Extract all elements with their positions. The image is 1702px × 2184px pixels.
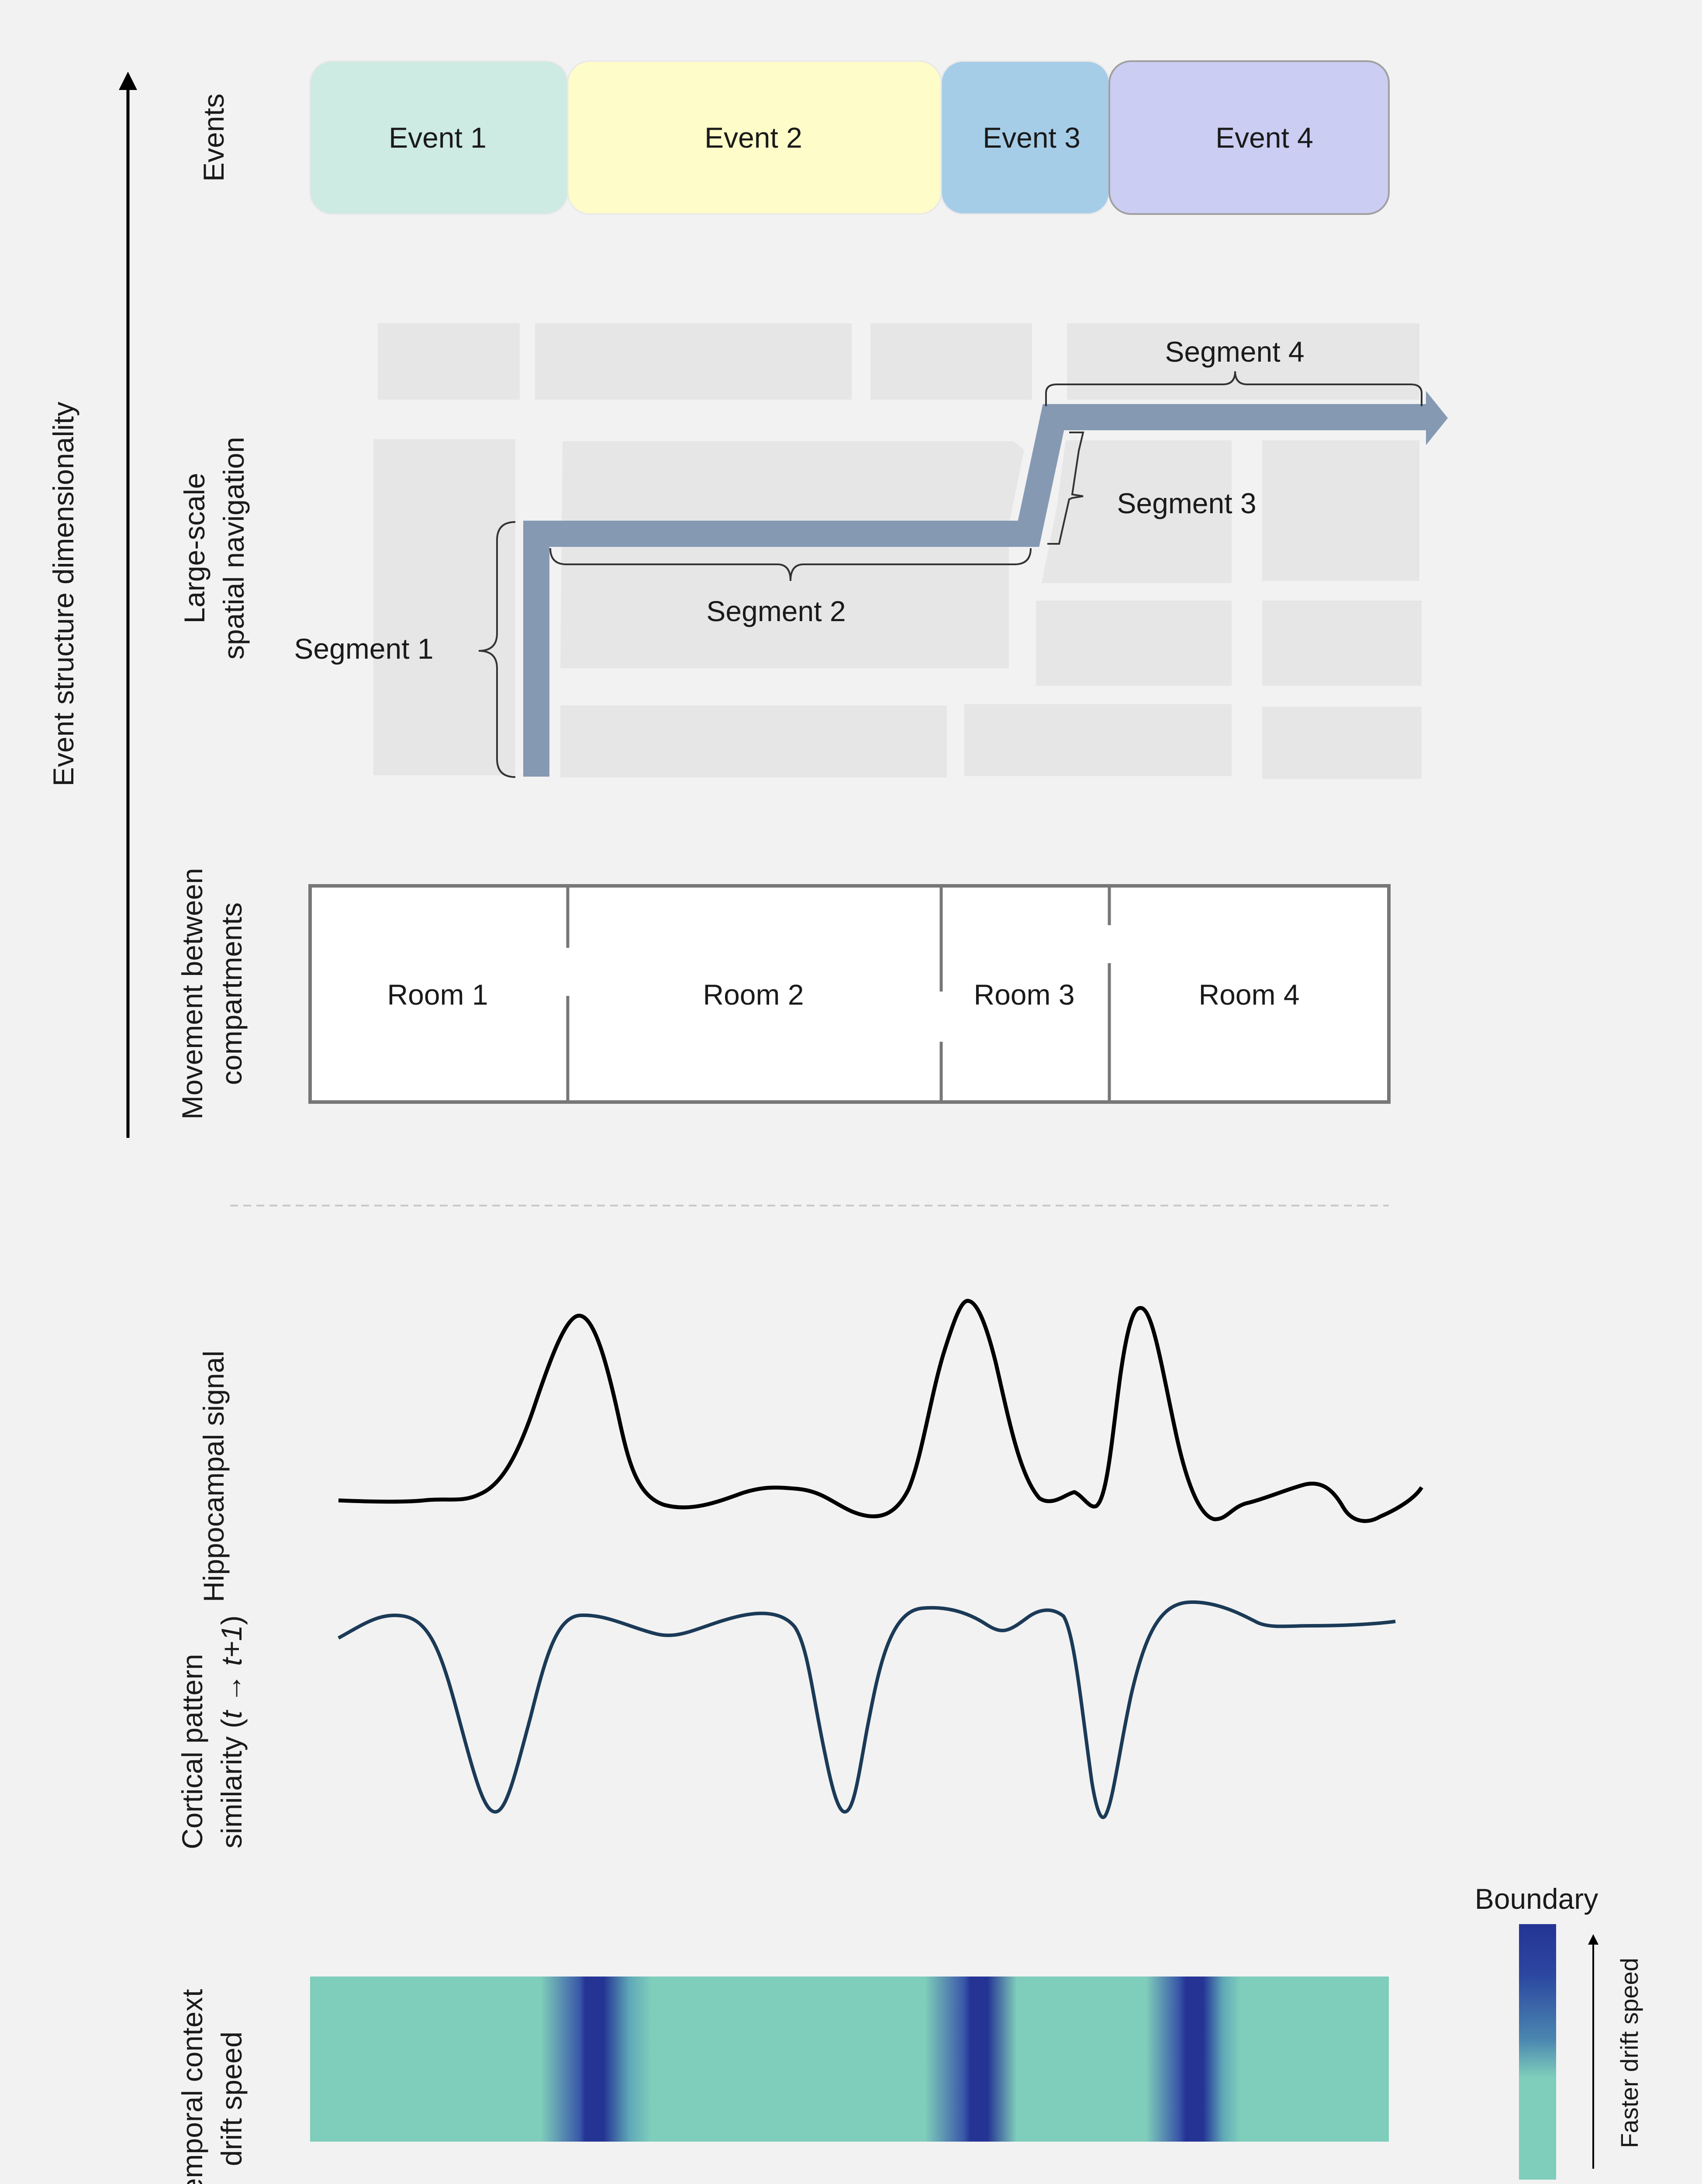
drift-speed-bar (310, 1977, 1389, 2142)
city-map: Segment 1 Segment 2 Segment 3 Segment 4 (294, 323, 1448, 779)
segment-2-brace (549, 548, 1032, 581)
row-label-drift-line1: Temporal context (176, 1989, 208, 2184)
row-label-drift: Temporal context drift speed (176, 1989, 248, 2184)
event-label-3: Event 3 (983, 121, 1081, 154)
events-row: Event 1 Event 2 Event 3 Event 4 (309, 60, 1390, 215)
city-block (560, 441, 1024, 668)
row-label-cortical-line2: similarity (t → t+1) (215, 1615, 248, 1849)
rooms-outline (308, 884, 1391, 1104)
room-label-1: Room 1 (387, 978, 488, 1011)
city-block (964, 704, 1232, 776)
legend-color-bar (1519, 1924, 1556, 2180)
segment-4-label: Segment 4 (1165, 335, 1304, 368)
segment-1-label: Segment 1 (294, 632, 433, 665)
drift-legend: Boundary Baseline Faster drift speed (1475, 1883, 1643, 2180)
row-label-cortical: Cortical pattern similarity (t → t+1) (176, 1615, 248, 1849)
city-block (1036, 601, 1232, 686)
row-label-spatial: Large-scale spatial navigation (178, 437, 250, 660)
event-box: Event 4 (1108, 60, 1390, 215)
cortical-similarity-line (338, 1600, 1396, 1819)
event-box-4 (1108, 60, 1390, 215)
row-label-spatial-line2: spatial navigation (217, 437, 250, 660)
event-label-4: Event 4 (1215, 121, 1313, 154)
dimensionality-axis-label: Event structure dimensionality (47, 402, 79, 786)
navigation-route (523, 404, 1428, 777)
legend-arrow-label: Faster drift speed (1616, 1958, 1643, 2148)
row-label-hippocampal: Hippocampal signal (197, 1351, 230, 1602)
event-label-1: Event 1 (389, 121, 487, 154)
city-block (1262, 440, 1419, 581)
row-label-movement: Movement between compartments (176, 868, 248, 1120)
event-label-2: Event 2 (704, 121, 802, 154)
row-label-drift-line2: drift speed (215, 2032, 248, 2166)
city-block (1067, 323, 1419, 400)
event-box: Event 2 (567, 60, 942, 215)
event-box: Event 3 (940, 60, 1110, 215)
city-block (373, 439, 515, 775)
city-block (1262, 707, 1422, 779)
row-label-movement-line1: Movement between (176, 868, 208, 1120)
route-arrowhead-icon (1426, 391, 1448, 445)
city-block (1262, 601, 1422, 686)
row-label-events: Events (197, 93, 230, 182)
room-label-3: Room 3 (974, 978, 1074, 1011)
row-label-spatial-line1: Large-scale (178, 473, 211, 624)
city-block (560, 705, 947, 778)
city-block (870, 323, 1032, 400)
row-label-movement-line2: compartments (215, 902, 248, 1085)
segment-3-label: Segment 3 (1117, 487, 1256, 519)
row-label-cortical-line1: Cortical pattern (176, 1654, 208, 1849)
segment-1-brace (478, 521, 516, 778)
hippocampal-signal-line (338, 1299, 1423, 1523)
segment-2-label: Segment 2 (706, 595, 846, 627)
segment-3-brace (1047, 432, 1084, 545)
legend-boundary-label: Boundary (1475, 1883, 1598, 1915)
room-label-4: Room 4 (1198, 978, 1299, 1011)
event-box: Event 1 (309, 60, 569, 215)
rooms-diagram: Room 1 Room 2 Room 3 Room 4 (308, 884, 1391, 1104)
city-block (1042, 440, 1232, 583)
city-block (378, 323, 520, 400)
segment-4-brace (1045, 371, 1422, 406)
room-label-2: Room 2 (703, 978, 804, 1011)
city-block (535, 323, 852, 400)
